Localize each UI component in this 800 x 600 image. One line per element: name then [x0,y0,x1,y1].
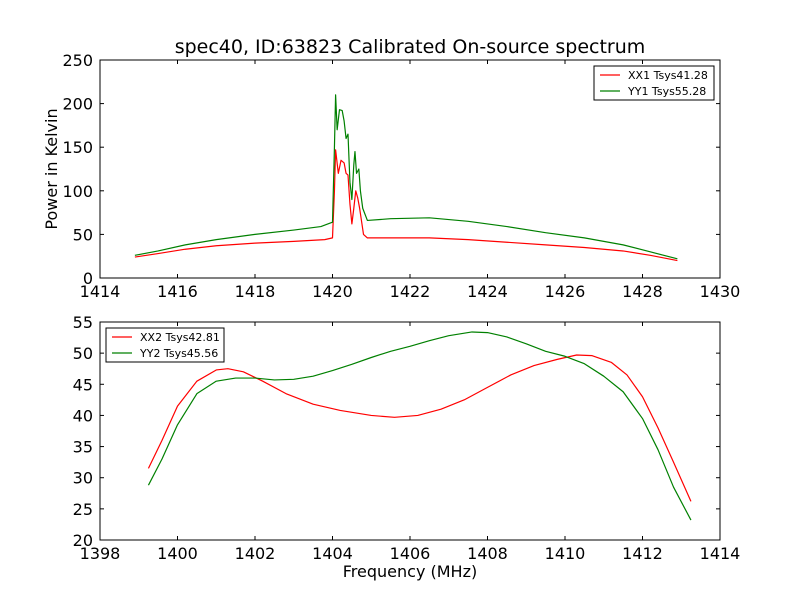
series-line-1 [147,354,692,502]
x-tick-label: 1412 [622,544,663,563]
y-tick-label: 45 [73,375,93,394]
legend: XX1 Tsys41.28 YY1 Tsys55.28 [593,65,715,101]
legend-label-1: XX2 Tsys42.81 [140,331,220,344]
y-tick-label: 250 [62,51,93,70]
x-tick-label: 1400 [157,544,198,563]
y-tick-label: 35 [73,438,93,457]
x-tick-label: 1414 [80,282,121,301]
series-line-2 [134,94,678,260]
legend-label-2: YY2 Tsys45.56 [139,347,218,360]
y-tick-label: 200 [62,95,93,114]
x-axis-ticks: 1398 1400 1402 1404 1406 1408 1410 1412 1414 [80,322,741,563]
legend: XX2 Tsys42.81 YY2 Tsys45.56 [105,327,225,363]
y-tick-label: 30 [73,469,93,488]
x-tick-label: 1398 [80,544,121,563]
top-panel-spectrum-1: 1414 1416 1418 1420 1422 1424 1426 1428 14300501… [42,51,740,301]
y-axis-ticks: 20 25 30 35 40 45 50 55 [73,313,720,550]
series-line-1 [134,149,678,262]
x-tick-label: 1410 [545,544,586,563]
x-tick-label: 1420 [312,282,353,301]
y-tick-label: 40 [73,406,93,425]
y-tick-label: 55 [73,313,93,332]
x-tick-label: 1424 [467,282,508,301]
x-tick-label: 1418 [235,282,276,301]
x-tick-label: 1408 [467,544,508,563]
x-tick-label: 1416 [157,282,198,301]
figure-title: spec40, ID:63823 Calibrated On-source sp… [175,36,646,58]
x-axis-label: Frequency (MHz) [343,562,477,581]
x-tick-label: 1426 [545,282,586,301]
y-tick-label: 20 [73,531,93,550]
legend-box [593,65,715,101]
x-tick-label: 1414 [700,544,741,563]
y-tick-label: 25 [73,500,93,519]
x-tick-label: 1430 [700,282,741,301]
y-tick-label: 50 [73,225,93,244]
y-tick-label: 50 [73,344,93,363]
y-axis-label: Power in Kelvin [42,108,61,229]
x-tick-label: 1428 [622,282,663,301]
x-tick-label: 1406 [390,544,431,563]
series-lines [134,94,678,262]
legend-label-2: YY1 Tsys55.28 [627,85,706,98]
x-axis-ticks: 1414 1416 1418 1420 1422 1424 1426 1428 1430 [80,60,741,301]
series-lines [147,331,692,521]
legend-label-1: XX1 Tsys41.28 [628,69,708,82]
bottom-panel-spectrum-2: 1398 1400 1402 1404 1406 1408 1410 1412 1414 20 25… [73,313,741,581]
x-tick-label: 1422 [390,282,431,301]
x-tick-label: 1402 [235,544,276,563]
y-tick-label: 100 [62,182,93,201]
legend-box [105,327,225,363]
y-tick-label: 0 [83,269,93,288]
series-line-2 [147,331,692,521]
x-tick-label: 1404 [312,544,353,563]
y-axis-ticks: 0 50 100 150 200 250 [62,51,720,288]
y-tick-label: 150 [62,138,93,157]
